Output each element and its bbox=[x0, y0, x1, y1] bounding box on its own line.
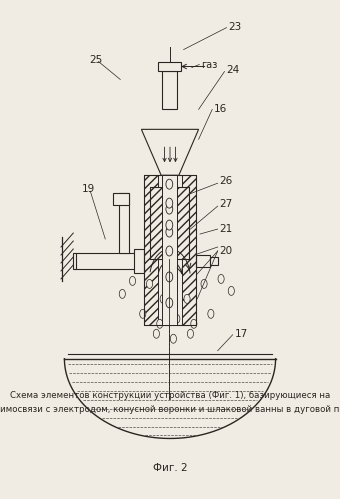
Circle shape bbox=[166, 179, 173, 189]
Text: 26: 26 bbox=[220, 176, 233, 186]
Circle shape bbox=[166, 204, 173, 214]
Circle shape bbox=[166, 227, 173, 237]
Circle shape bbox=[160, 294, 166, 303]
Circle shape bbox=[218, 274, 224, 283]
Bar bbox=[150, 187, 189, 259]
Circle shape bbox=[119, 289, 125, 298]
Bar bbox=[150, 187, 162, 259]
Text: 16: 16 bbox=[214, 104, 227, 114]
Circle shape bbox=[191, 319, 197, 328]
Bar bbox=[162, 175, 177, 325]
Circle shape bbox=[157, 319, 163, 328]
Bar bbox=[196, 255, 209, 267]
Bar bbox=[73, 253, 76, 269]
Text: 27: 27 bbox=[220, 199, 233, 209]
Circle shape bbox=[184, 294, 190, 303]
Bar bbox=[177, 187, 189, 259]
Circle shape bbox=[166, 298, 173, 308]
Text: 21: 21 bbox=[220, 224, 233, 234]
Bar bbox=[144, 175, 196, 325]
Circle shape bbox=[130, 276, 136, 285]
Polygon shape bbox=[141, 129, 199, 175]
Circle shape bbox=[147, 279, 153, 288]
Circle shape bbox=[170, 334, 176, 343]
Circle shape bbox=[228, 286, 234, 295]
Text: 19: 19 bbox=[82, 184, 95, 194]
Bar bbox=[162, 187, 177, 259]
Circle shape bbox=[140, 309, 146, 318]
Text: 24: 24 bbox=[226, 64, 240, 74]
Bar bbox=[158, 61, 181, 71]
Circle shape bbox=[153, 329, 159, 338]
Polygon shape bbox=[64, 359, 276, 439]
Circle shape bbox=[208, 309, 214, 318]
Bar bbox=[119, 193, 129, 253]
Circle shape bbox=[187, 329, 193, 338]
Circle shape bbox=[166, 198, 173, 208]
Circle shape bbox=[166, 272, 173, 282]
Circle shape bbox=[166, 220, 173, 230]
Bar bbox=[162, 71, 177, 109]
Text: газ: газ bbox=[201, 59, 217, 69]
Text: 25: 25 bbox=[90, 54, 103, 64]
Bar bbox=[134, 249, 144, 273]
Text: Фиг. 2: Фиг. 2 bbox=[153, 464, 187, 474]
Circle shape bbox=[174, 314, 180, 323]
Circle shape bbox=[201, 279, 207, 288]
Text: Схема элементов конструкции устройства (Фиг. 1), базирующиеся на: Схема элементов конструкции устройства (… bbox=[10, 391, 330, 400]
Bar bbox=[144, 175, 158, 325]
Bar bbox=[75, 253, 139, 269]
Text: 17: 17 bbox=[235, 329, 248, 339]
Bar bbox=[114, 193, 129, 205]
Text: 23: 23 bbox=[228, 21, 242, 31]
Bar bbox=[209, 257, 218, 265]
Text: взаимосвязи с электродом, конусной воронки и шлаковой ванны в дуговой печи: взаимосвязи с электродом, конусной ворон… bbox=[0, 405, 340, 414]
Bar bbox=[182, 175, 196, 325]
Circle shape bbox=[166, 246, 173, 256]
Text: 20: 20 bbox=[220, 246, 233, 256]
